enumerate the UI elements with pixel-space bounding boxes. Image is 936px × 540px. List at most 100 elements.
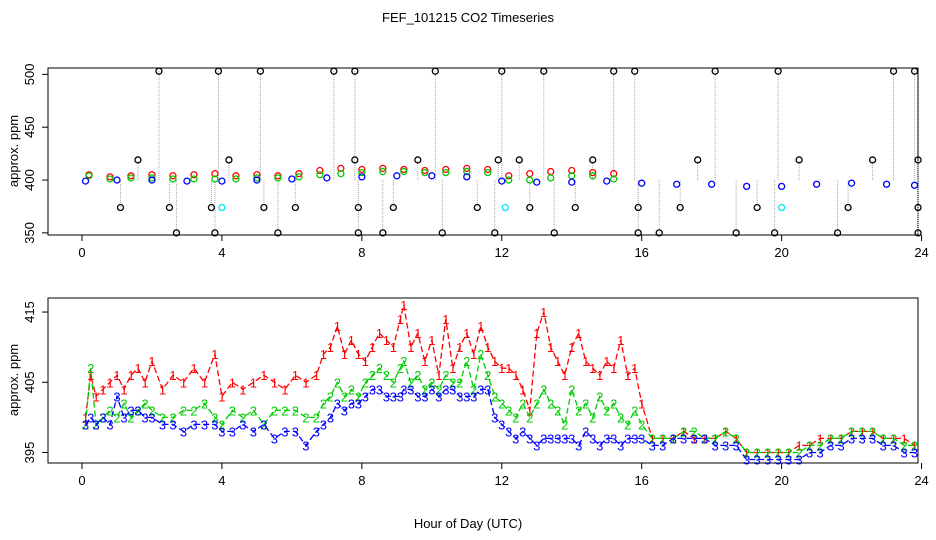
bottom-point-label-1: 1 xyxy=(180,375,187,390)
bottom-point-label-3: 3 xyxy=(92,417,99,432)
bottom-point-label-1: 1 xyxy=(582,354,589,369)
bottom-point-label-2: 2 xyxy=(498,396,505,411)
bottom-point-label-1: 1 xyxy=(526,403,533,418)
top-point-3 xyxy=(393,172,401,180)
bottom-point-label-3: 3 xyxy=(190,417,197,432)
top-point-2 xyxy=(85,172,93,180)
bottom-point-label-1: 1 xyxy=(743,445,750,460)
bottom-point-label-1: 1 xyxy=(320,347,327,362)
top-point-1 xyxy=(589,168,597,177)
top-point-3 xyxy=(183,177,191,185)
top-point-flag xyxy=(634,229,642,237)
top-point-1 xyxy=(442,165,450,174)
top-point-3 xyxy=(218,177,226,185)
top-point-3 xyxy=(812,180,821,188)
bottom-point-label-3: 3 xyxy=(320,417,327,432)
bottom-point-label-2: 2 xyxy=(491,389,498,404)
bottom-point-label-1: 1 xyxy=(148,354,155,369)
bottom-point-label-3: 3 xyxy=(470,389,477,404)
bottom-point-label-3: 3 xyxy=(701,431,708,446)
top-point-flag xyxy=(256,67,265,75)
bottom-point-label-1: 1 xyxy=(691,431,698,446)
bottom-point-label-1: 1 xyxy=(334,319,341,334)
top-point-2 xyxy=(505,176,513,184)
top-point-flag xyxy=(711,67,719,75)
top-point-1 xyxy=(232,172,240,180)
bottom-point-label-2: 2 xyxy=(712,431,719,446)
bottom-point-label-3: 3 xyxy=(491,410,498,425)
top-point-2 xyxy=(211,175,219,183)
bottom-point-label-3: 3 xyxy=(302,438,309,453)
bottom-point-label-3: 3 xyxy=(785,452,792,467)
top-point-flag xyxy=(795,156,803,164)
top-point-flag xyxy=(351,156,359,164)
top-x-tick-label: 12 xyxy=(495,245,509,260)
top-point-1 xyxy=(526,170,534,178)
bottom-point-label-3: 3 xyxy=(376,382,383,397)
bottom-point-label-3: 3 xyxy=(712,438,719,453)
top-point-flag xyxy=(491,229,499,237)
bottom-point-label-2: 2 xyxy=(334,375,341,390)
top-point-1 xyxy=(463,164,471,173)
top-point-3 xyxy=(428,172,436,180)
bottom-point-label-1: 1 xyxy=(624,368,631,383)
bottom-point-label-2: 2 xyxy=(816,438,823,453)
bottom-point-label-2: 2 xyxy=(383,368,390,383)
bottom-point-label-3: 3 xyxy=(869,431,876,446)
top-point-flag xyxy=(770,229,779,237)
bottom-point-label-2: 2 xyxy=(369,368,376,383)
bottom-point-label-1: 1 xyxy=(106,375,113,390)
bottom-point-label-2: 2 xyxy=(435,382,442,397)
top-point-flag xyxy=(833,229,842,237)
bottom-point-label-3: 3 xyxy=(428,382,435,397)
top-point-flag xyxy=(774,67,782,75)
bottom-point-label-2: 2 xyxy=(512,410,519,425)
bottom-point-label-3: 3 xyxy=(848,431,855,446)
bottom-point-label-2: 2 xyxy=(281,403,288,418)
bottom-point-label-1: 1 xyxy=(837,431,844,446)
bottom-point-label-1: 1 xyxy=(589,361,596,376)
top-point-1 xyxy=(253,171,261,179)
bottom-point-label-3: 3 xyxy=(617,438,624,453)
bottom-point-label-2: 2 xyxy=(890,431,897,446)
top-point-flag xyxy=(389,203,397,212)
top-point-flag xyxy=(655,229,663,237)
top-point-1 xyxy=(106,173,114,181)
bottom-point-label-3: 3 xyxy=(218,424,225,439)
top-point-3 xyxy=(777,182,786,191)
bottom-point-label-3: 3 xyxy=(879,438,886,453)
top-point-3 xyxy=(568,178,576,186)
bottom-point-label-2: 2 xyxy=(911,438,918,453)
top-point-2 xyxy=(442,168,450,177)
bottom-point-label-2: 2 xyxy=(484,368,491,383)
bottom-point-label-3: 3 xyxy=(890,438,897,453)
top-point-flag xyxy=(676,203,684,212)
top-point-2 xyxy=(316,171,324,179)
bottom-point-label-1: 1 xyxy=(134,361,141,376)
bottom-point-label-2: 2 xyxy=(659,431,666,446)
bottom-y-label: approx. ppm xyxy=(6,344,21,416)
top-point-2 xyxy=(106,175,114,183)
bottom-point-label-1: 1 xyxy=(442,312,449,327)
top-point-3 xyxy=(113,176,121,184)
bottom-point-label-1: 1 xyxy=(218,389,225,404)
bottom-point-label-1: 1 xyxy=(397,312,404,327)
bottom-point-label-2: 2 xyxy=(764,445,771,460)
top-point-flag xyxy=(260,203,268,212)
top-point-flag xyxy=(498,67,506,75)
top-point-1 xyxy=(379,164,387,173)
bottom-plot-frame xyxy=(47,297,919,464)
bottom-point-label-1: 1 xyxy=(362,354,369,369)
bottom-point-label-1: 1 xyxy=(327,340,334,355)
top-point-2 xyxy=(547,174,555,182)
bottom-point-label-1: 1 xyxy=(670,431,677,446)
bottom-point-label-3: 3 xyxy=(670,431,677,446)
bottom-point-label-2: 2 xyxy=(442,368,449,383)
bottom-point-label-3: 3 xyxy=(512,431,519,446)
bottom-point-label-3: 3 xyxy=(547,431,554,446)
bottom-point-label-3: 3 xyxy=(201,417,208,432)
bottom-point-label-2: 2 xyxy=(900,438,907,453)
top-point-flag xyxy=(211,229,219,237)
bottom-point-label-3: 3 xyxy=(463,389,470,404)
bottom-point-label-3: 3 xyxy=(87,410,94,425)
